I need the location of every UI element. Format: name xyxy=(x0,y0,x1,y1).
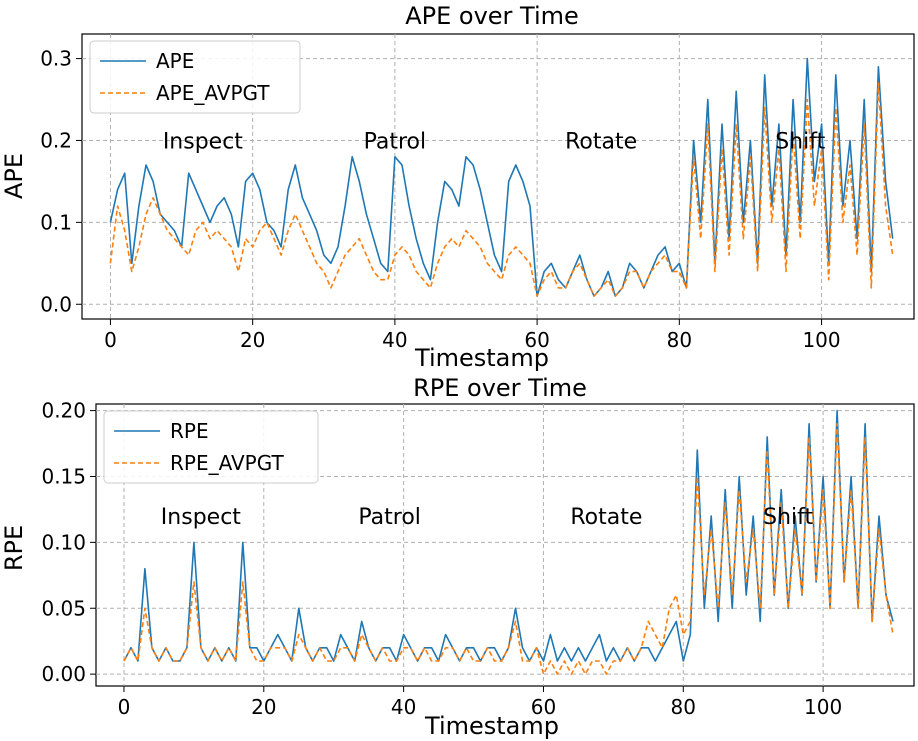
x-tick-label: 40 xyxy=(391,695,416,719)
x-tick-label: 80 xyxy=(667,328,692,352)
chart-title: APE over Time xyxy=(405,2,579,30)
x-tick-label: 100 xyxy=(802,328,840,352)
legend-label: APE_AVPGT xyxy=(156,81,270,105)
legend-label: RPE_AVPGT xyxy=(170,451,285,475)
x-tick-label: 0 xyxy=(118,695,131,719)
y-tick-label: 0.00 xyxy=(41,662,86,686)
phase-label: Inspect xyxy=(163,129,243,154)
phase-label: Rotate xyxy=(565,129,637,154)
y-axis-label: RPE xyxy=(0,525,28,571)
x-tick-label: 20 xyxy=(251,695,276,719)
y-tick-label: 0.2 xyxy=(40,128,72,152)
phase-label: Inspect xyxy=(161,505,241,530)
x-axis-label: Timestamp xyxy=(424,712,559,740)
y-tick-label: 0.3 xyxy=(40,47,72,71)
phase-label: Patrol xyxy=(358,505,421,530)
legend: RPE RPE_AVPGT xyxy=(103,410,319,484)
phase-label: Rotate xyxy=(570,505,642,530)
phase-label: Shift xyxy=(775,129,825,154)
ape-chart: APE over Time 0 20 40 60 80 100 0.0 0.1 0.2 0.3 I… xyxy=(0,2,915,372)
x-tick-label: 60 xyxy=(531,695,556,719)
y-tick-label: 0.0 xyxy=(40,292,72,316)
y-axis-label: APE xyxy=(0,153,28,199)
axis-ticks: 0 20 40 60 80 100 0.00 0.05 0.10 0.15 0.20 xyxy=(41,399,842,719)
legend: APE APE_AVPGT xyxy=(89,40,301,114)
y-tick-label: 0.15 xyxy=(41,464,86,488)
x-tick-label: 100 xyxy=(804,695,842,719)
series-lines xyxy=(123,409,894,675)
series-line-ape-avpgt xyxy=(109,82,894,297)
phase-annotations: Inspect Patrol Rotate Shift xyxy=(163,129,826,154)
chart-title: RPE over Time xyxy=(413,374,587,402)
series-line-ape xyxy=(109,57,894,297)
legend-box xyxy=(89,40,301,114)
legend-box xyxy=(103,410,319,484)
axis-ticks: 0 20 40 60 80 100 0.0 0.1 0.2 0.3 xyxy=(40,47,840,352)
phase-label: Patrol xyxy=(364,129,427,154)
gridlines xyxy=(82,34,914,319)
y-tick-label: 0.1 xyxy=(40,210,72,234)
legend-label: RPE xyxy=(170,419,209,443)
x-tick-label: 20 xyxy=(240,328,265,352)
phase-annotations: Inspect Patrol Rotate Shift xyxy=(161,505,814,530)
legend-label: APE xyxy=(156,49,194,73)
y-tick-label: 0.05 xyxy=(41,596,86,620)
x-tick-label: 80 xyxy=(671,695,696,719)
x-tick-label: 60 xyxy=(524,328,549,352)
y-tick-label: 0.10 xyxy=(41,530,86,554)
phase-label: Shift xyxy=(763,505,813,530)
series-lines xyxy=(109,57,894,297)
x-tick-label: 40 xyxy=(382,328,407,352)
y-tick-label: 0.20 xyxy=(41,399,86,423)
x-tick-label: 0 xyxy=(104,328,117,352)
rpe-chart: RPE over Time 0 20 40 60 80 100 0.00 0.05 0.10 0.… xyxy=(0,374,915,740)
series-line-rpe-avpgt xyxy=(123,422,894,675)
x-axis-label: Timestamp xyxy=(414,344,549,372)
